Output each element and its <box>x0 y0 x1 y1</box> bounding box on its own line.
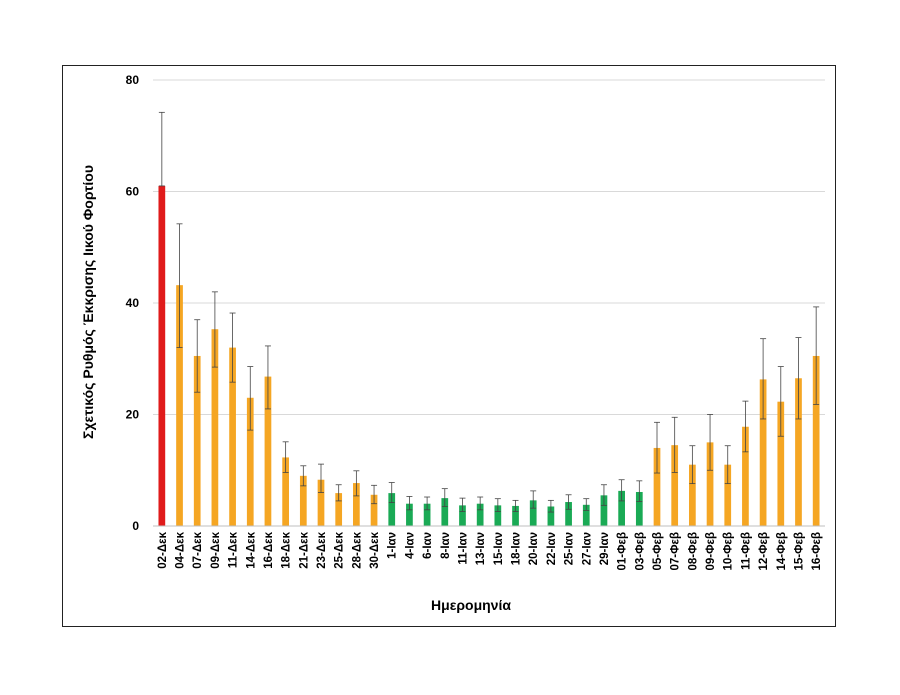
bar <box>317 479 325 526</box>
bar <box>547 506 555 526</box>
x-tick-label: 22-Ιαν <box>546 532 558 565</box>
x-tick-label: 08-Φεβ <box>687 532 699 571</box>
x-tick-label: 8-Ιαν <box>440 532 452 559</box>
x-tick-label: 16-Φεβ <box>811 532 823 571</box>
bar <box>176 285 183 526</box>
bar <box>476 503 484 526</box>
bar <box>423 503 431 526</box>
bar <box>512 505 519 526</box>
x-tick-label: 23-Δεκ <box>316 531 328 568</box>
x-tick-label: 4-Ιαν <box>404 532 416 559</box>
bar <box>246 397 254 526</box>
bar <box>777 401 785 526</box>
x-tick-label: 25-Δεκ <box>334 531 346 568</box>
bar <box>299 475 307 526</box>
y-tick-label: 80 <box>126 73 140 87</box>
x-tick-label: 14-Δεκ <box>245 531 257 568</box>
bar <box>759 379 767 526</box>
bar <box>618 490 625 526</box>
bar <box>441 498 449 526</box>
x-tick-label: 20-Ιαν <box>528 532 540 565</box>
x-tick-label: 10-Φεβ <box>723 532 735 571</box>
bar <box>406 503 413 526</box>
x-tick-label: 05-Φεβ <box>652 532 664 571</box>
x-tick-label: 30-Δεκ <box>369 531 381 568</box>
x-axis-title: Ημερομηνία <box>431 597 511 613</box>
x-tick-label: 18-Δεκ <box>281 531 293 568</box>
chart-frame: 0 20 40 60 80 02-Δεκ 04-Δεκ 07-Δεκ 09-Δεκ 11-Δεκ… <box>62 65 836 627</box>
x-tick-label: 15-Φεβ <box>793 532 805 571</box>
y-tick-label: 40 <box>126 296 140 310</box>
bar-chart: 0 20 40 60 80 02-Δεκ 04-Δεκ 07-Δεκ 09-Δεκ 11-Δεκ… <box>80 73 825 613</box>
bar <box>282 457 289 526</box>
y-tick-label: 20 <box>126 408 140 422</box>
x-tick-label: 6-Ιαν <box>422 532 434 559</box>
x-tick-label: 03-Φεβ <box>634 532 646 571</box>
bar <box>671 445 679 526</box>
x-tick-label: 02-Δεκ <box>157 531 169 568</box>
bar <box>565 502 572 526</box>
x-tick-label: 01-Φεβ <box>617 532 629 571</box>
bar <box>689 464 696 526</box>
bar <box>812 355 820 526</box>
bar <box>264 376 272 526</box>
y-tick-label: 0 <box>132 519 139 533</box>
bar <box>742 426 749 526</box>
bar <box>388 493 396 526</box>
x-tick-label: 1-Ιαν <box>387 532 399 559</box>
x-tick-label: 28-Δεκ <box>351 531 363 568</box>
bar <box>653 447 661 526</box>
bar <box>706 442 714 526</box>
bar <box>193 355 201 526</box>
bar <box>494 505 502 526</box>
x-tick-label: 25-Ιαν <box>564 532 576 565</box>
x-tick-label: 27-Ιαν <box>581 532 593 565</box>
bar <box>459 505 466 526</box>
x-tick-label: 14-Φεβ <box>776 532 788 571</box>
y-axis-title: Σχετικός Ρυθμός Έκκρισης Ιικού Φορτίου <box>80 165 96 439</box>
x-tick-label: 04-Δεκ <box>175 531 187 568</box>
bar <box>335 493 343 526</box>
x-tick-label: 21-Δεκ <box>298 531 310 568</box>
x-tick-label: 16-Δεκ <box>263 531 275 568</box>
x-tick-label: 11-Ιαν <box>457 532 469 565</box>
y-tick-label: 60 <box>126 185 140 199</box>
bar <box>635 491 643 526</box>
x-tick-label: 11-Δεκ <box>228 531 240 568</box>
bar <box>529 500 537 526</box>
bar <box>370 494 378 526</box>
bar <box>158 185 166 527</box>
bar <box>582 504 590 526</box>
x-tick-label: 07-Δεκ <box>192 531 204 568</box>
x-tick-label: 09-Δεκ <box>210 531 222 568</box>
bar <box>229 347 236 526</box>
bar <box>353 483 360 526</box>
bar <box>795 378 802 526</box>
x-tick-label: 11-Φεβ <box>740 532 752 570</box>
bar <box>724 464 732 526</box>
bar <box>211 329 219 526</box>
x-tick-label: 07-Φεβ <box>670 532 682 571</box>
x-tick-label: 18-Ιαν <box>511 532 523 565</box>
x-tick-label: 12-Φεβ <box>758 532 770 571</box>
bar <box>600 495 608 526</box>
x-tick-label: 09-Φεβ <box>705 532 717 571</box>
x-tick-label: 13-Ιαν <box>475 532 487 565</box>
x-tick-label: 29-Ιαν <box>599 532 611 565</box>
x-tick-label: 15-Ιαν <box>493 532 505 565</box>
